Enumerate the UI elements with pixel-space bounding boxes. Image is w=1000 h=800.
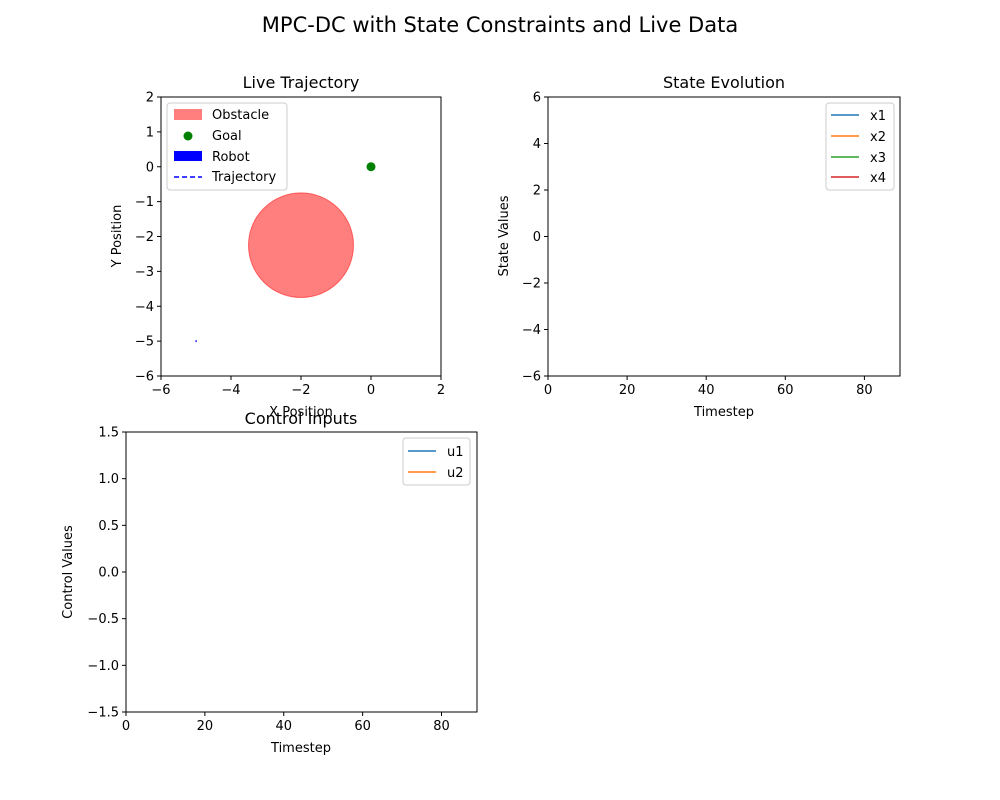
trajectory-ytick-label: −6 [135, 370, 154, 385]
states-xlabel: Timestep [693, 405, 754, 420]
legend-obstacle-label: Obstacle [212, 108, 269, 123]
trajectory-legend-frame [166, 102, 288, 191]
controls-xtick-label: 80 [433, 719, 450, 734]
legend-x3-label: x3 [870, 151, 886, 166]
trajectory-ytick-label: 2 [146, 91, 154, 106]
figure-title: MPC-DC with State Constraints and Live D… [262, 13, 738, 37]
states-xtick-label: 0 [544, 383, 552, 398]
legend-obstacle-swatch [174, 109, 202, 120]
trajectory-xlabel: X Position [269, 405, 333, 420]
controls-legend-frame [402, 437, 471, 486]
controls-panel: Control Inputs 0 20 40 60 80 −1.5 −1.0 −0.5 0.0 0… [61, 409, 478, 756]
legend-trajectory-label: Trajectory [211, 170, 276, 185]
states-ytick-label: 2 [533, 184, 541, 199]
states-ytick-label: −6 [522, 370, 541, 385]
states-ytick-label: 4 [533, 137, 541, 152]
states-ytick-label: −4 [522, 323, 541, 338]
trajectory-ytick-label: −4 [135, 300, 154, 315]
trajectory-panel: Live Trajectory −6 −4 −2 0 2−6−5−4−3−2−1012 … [110, 73, 445, 420]
trajectory-ytick-label: −2 [135, 230, 154, 245]
obstacle-circle [248, 192, 354, 299]
legend-robot-label: Robot [212, 150, 250, 165]
states-xtick-label: 80 [856, 383, 873, 398]
trajectory-xtick-label: 2 [437, 383, 445, 398]
goal-marker [366, 162, 376, 172]
controls-title: Control Inputs [245, 409, 358, 428]
controls-ytick-label: −1.0 [87, 659, 119, 674]
trajectory-xtick-label: −4 [221, 383, 240, 398]
controls-ylabel: Control Values [61, 525, 76, 619]
trajectory-xtick-label: −2 [291, 383, 310, 398]
controls-xtick-label: 40 [275, 719, 292, 734]
legend-x2-label: x2 [870, 130, 886, 145]
trajectory-axes-frame [160, 96, 442, 377]
controls-legend: u1 u2 [402, 437, 471, 486]
states-ytick-label: −2 [522, 277, 541, 292]
controls-ytick-label: −1.5 [87, 706, 119, 721]
trajectory-ytick-label: 0 [146, 160, 154, 175]
legend-u2-label: u2 [447, 466, 464, 481]
robot-marker [195, 340, 197, 343]
legend-goal-marker [183, 131, 193, 141]
states-legend-frame [825, 102, 895, 191]
legend-u1-label: u1 [447, 445, 464, 460]
states-ytick-label: 0 [533, 230, 541, 245]
states-xtick-label: 40 [698, 383, 715, 398]
controls-xtick-label: 20 [197, 719, 214, 734]
states-panel: State Evolution 0 20 40 60 80 −6 −4 −2 0 2 4 6 Time… [497, 73, 901, 420]
trajectory-legend: Obstacle Goal Robot Trajectory [166, 102, 288, 191]
trajectory-ytick-label: 1 [146, 125, 154, 140]
trajectory-ylabel: Y Position [110, 205, 125, 269]
trajectory-ytick-label: −1 [135, 195, 154, 210]
legend-goal-label: Goal [212, 129, 242, 144]
controls-xtick-label: 0 [122, 719, 130, 734]
states-xtick-label: 20 [619, 383, 636, 398]
states-ytick-label: 6 [533, 91, 541, 106]
controls-ytick-label: 1.0 [98, 472, 119, 487]
states-legend: x1 x2 x3 x4 [825, 102, 895, 191]
controls-xlabel: Timestep [270, 741, 331, 756]
legend-x1-label: x1 [870, 109, 886, 124]
trajectory-ytick-label: −3 [135, 265, 154, 280]
states-xtick-label: 60 [777, 383, 794, 398]
controls-ytick-label: −0.5 [87, 612, 119, 627]
controls-xtick-label: 60 [354, 719, 371, 734]
trajectory-xtick-label: 0 [367, 383, 375, 398]
legend-x4-label: x4 [870, 171, 886, 186]
trajectory-title: Live Trajectory [243, 73, 360, 92]
states-ylabel: State Values [497, 195, 512, 276]
controls-ytick-label: 1.5 [98, 426, 119, 441]
controls-ytick-label: 0.5 [98, 519, 119, 534]
states-title: State Evolution [663, 73, 785, 92]
controls-axes-frame [125, 431, 478, 713]
trajectory-xtick-label: −6 [151, 383, 170, 398]
controls-ytick-label: 0.0 [98, 566, 119, 581]
legend-robot-swatch [174, 151, 202, 161]
trajectory-ytick-label: −5 [135, 335, 154, 350]
states-axes-frame [547, 96, 901, 377]
